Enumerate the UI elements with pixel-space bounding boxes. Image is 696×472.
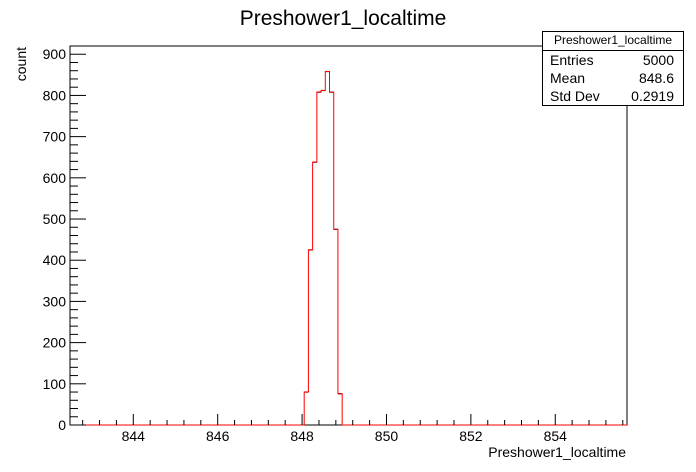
stats-mean-value: 848.6: [638, 70, 674, 86]
y-axis-label: count: [13, 47, 29, 81]
stats-mean-label: Mean: [550, 70, 586, 86]
y-tick-label: 500: [43, 211, 67, 227]
histogram-line: [70, 71, 627, 426]
y-tick-label: 300: [43, 293, 67, 309]
x-axis-label: Preshower1_localtime: [488, 444, 626, 460]
stats-box: Preshower1_localtime Entries 5000 Mean 8…: [542, 31, 684, 106]
x-axis: 844 846 848 850 852 854: [82, 414, 624, 444]
y-tick-label: 0: [58, 417, 66, 433]
stats-stddev-value: 0.2919: [631, 88, 674, 104]
stats-row-entries: Entries 5000: [543, 51, 683, 69]
y-tick-label: 700: [43, 129, 67, 145]
x-tick-label: 846: [206, 428, 230, 444]
stats-row-stddev: Std Dev 0.2919: [543, 87, 683, 105]
y-tick-label: 100: [43, 376, 67, 392]
y-tick-label: 900: [43, 46, 67, 62]
stats-entries-label: Entries: [550, 52, 594, 68]
y-tick-label: 800: [43, 87, 67, 103]
chart-title: Preshower1_localtime: [240, 7, 447, 30]
histogram-marks: [70, 70, 627, 426]
x-tick-label: 848: [290, 428, 314, 444]
y-tick-label: 200: [43, 335, 67, 351]
x-tick-label: 854: [544, 428, 568, 444]
y-tick-label: 400: [43, 252, 67, 268]
y-tick-label: 600: [43, 170, 67, 186]
stats-row-mean: Mean 848.6: [543, 69, 683, 87]
y-axis: 0 100 200 300 400 500 600 700 800 900: [43, 45, 86, 433]
x-tick-label: 844: [122, 428, 146, 444]
stats-entries-value: 5000: [642, 52, 674, 68]
stats-title: Preshower1_localtime: [543, 32, 683, 51]
stats-stddev-label: Std Dev: [550, 88, 600, 104]
x-tick-label: 852: [459, 428, 483, 444]
x-tick-label: 850: [375, 428, 399, 444]
